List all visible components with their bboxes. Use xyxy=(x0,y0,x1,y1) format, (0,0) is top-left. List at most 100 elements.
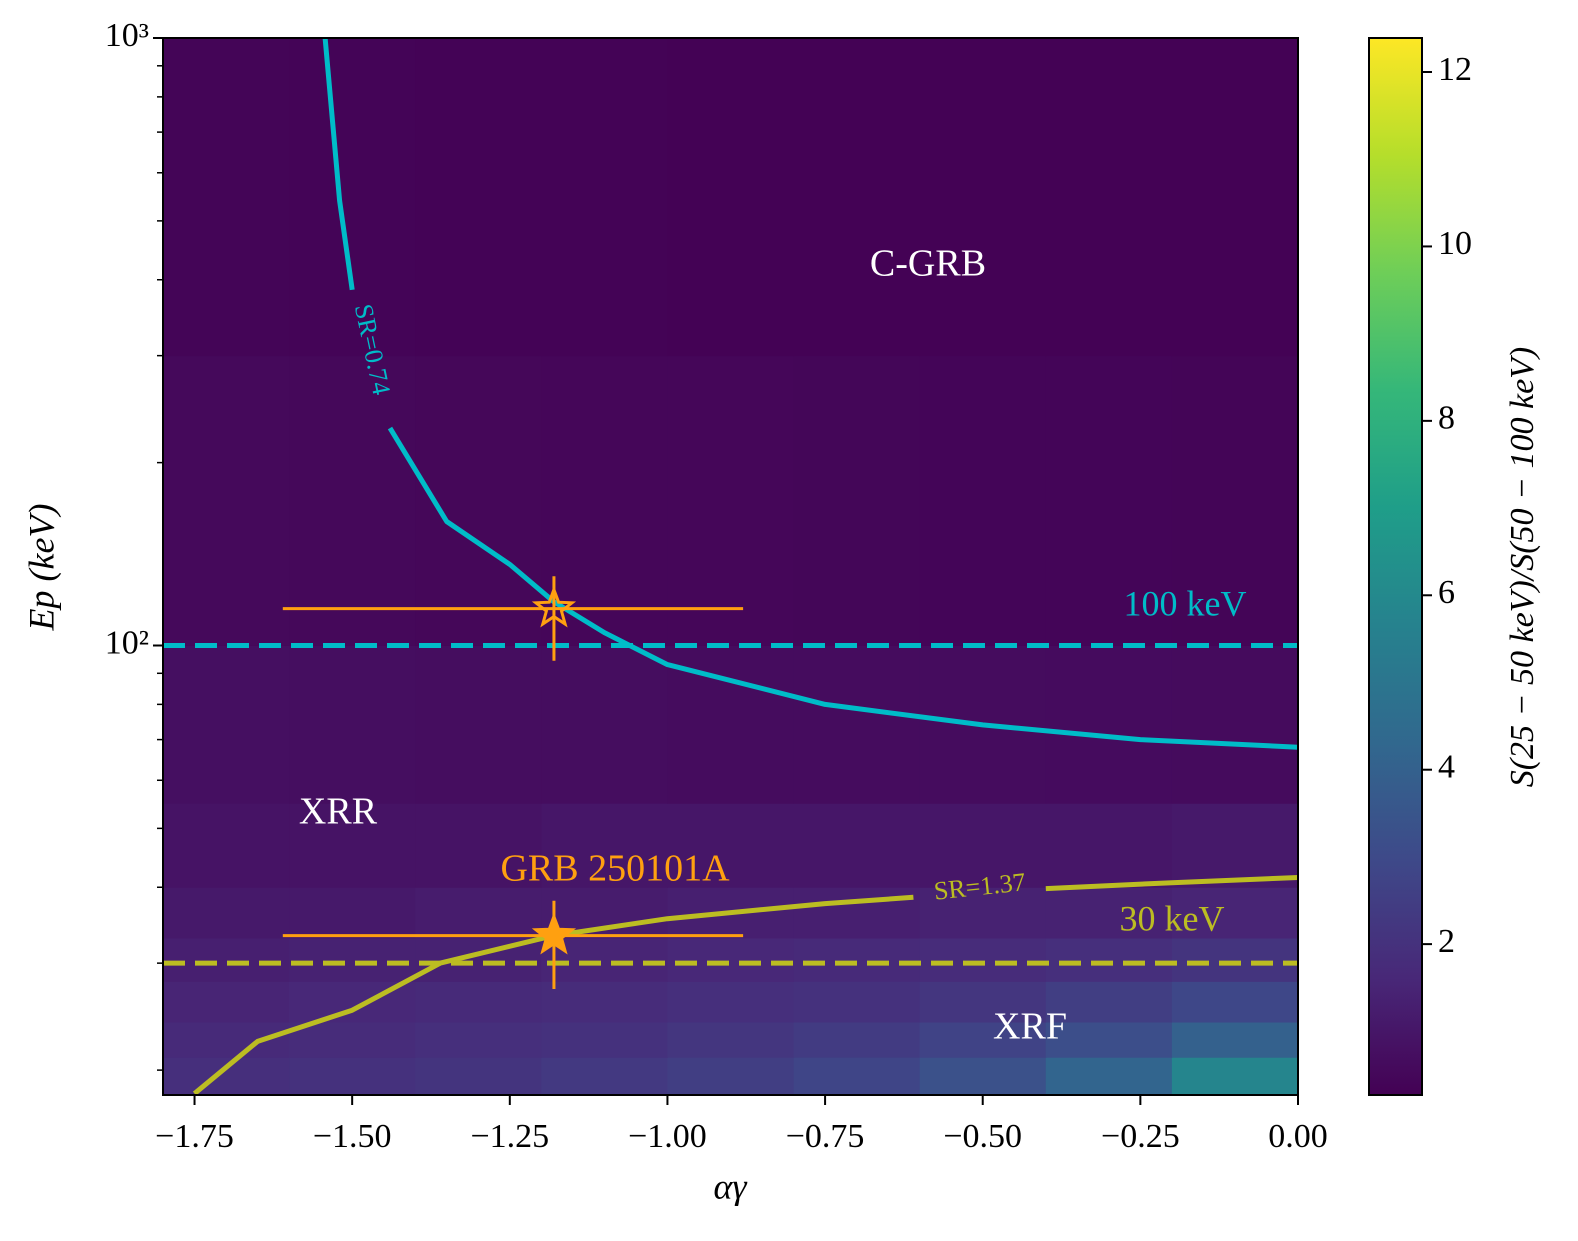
y-tick-label: 10² xyxy=(105,624,149,661)
heatmap-cell xyxy=(163,887,290,939)
heatmap-cell xyxy=(919,981,1047,1023)
heatmap-cell xyxy=(1171,1057,1298,1095)
heatmap-cell xyxy=(163,803,290,888)
heatmap-cell xyxy=(1171,355,1298,646)
heatmap-cell xyxy=(541,1022,668,1058)
heatmap-cell xyxy=(919,887,1047,939)
heatmap-cell xyxy=(163,1057,290,1095)
heatmap-cell xyxy=(667,981,795,1023)
heatmap-cell xyxy=(541,355,668,646)
heatmap-cell xyxy=(1045,937,1173,982)
x-tick-label: 0.00 xyxy=(1268,1118,1328,1155)
star-marker xyxy=(531,585,577,628)
heatmap-cell xyxy=(415,803,542,888)
heatmap-cell xyxy=(1045,1022,1173,1058)
heatmap-cell xyxy=(541,38,668,357)
heatmap-cell xyxy=(289,38,416,357)
heatmap-cell xyxy=(1045,1057,1173,1095)
colorbar-label: S(25 − 50 keV)/S(50 − 100 keV) xyxy=(1504,347,1541,788)
heatmap-cell xyxy=(667,937,795,982)
region-label: C-GRB xyxy=(870,243,986,285)
heatmap-cell xyxy=(1171,887,1298,939)
heatmap-cell xyxy=(793,645,921,804)
heatmap-cell xyxy=(919,355,1047,646)
heatmap-cell xyxy=(667,1057,795,1095)
contour-line xyxy=(322,38,1298,750)
x-tick-label: −1.25 xyxy=(470,1118,549,1155)
colorbar xyxy=(1369,38,1422,1095)
x-tick-label: −1.50 xyxy=(313,1118,392,1155)
colorbar-frame xyxy=(1368,37,1423,1096)
heatmap-cell xyxy=(541,803,668,888)
heatmap-cell xyxy=(163,981,290,1023)
x-tick-label: −0.25 xyxy=(1101,1118,1180,1155)
y-axis-label: Ep (keV) xyxy=(21,504,61,632)
heatmap-cell xyxy=(1171,645,1298,804)
heatmap-cell xyxy=(793,887,921,939)
heatmap-cell xyxy=(919,937,1047,982)
heatmap-cell xyxy=(793,981,921,1023)
heatmap-cell xyxy=(1171,803,1298,888)
heatmap-cell xyxy=(793,38,921,357)
heatmap-cell xyxy=(289,355,416,646)
heatmap-cell xyxy=(541,645,668,804)
plot-area xyxy=(163,38,1298,1095)
colorbar-tick-label: 10 xyxy=(1438,225,1472,262)
point-label: GRB 250101A xyxy=(500,848,730,890)
heatmap-cell xyxy=(163,937,290,982)
x-tick-label: −1.00 xyxy=(628,1118,707,1155)
heatmap-cell xyxy=(919,803,1047,888)
heatmap-cell xyxy=(667,355,795,646)
x-axis-label: αγ xyxy=(713,1166,747,1206)
heatmap-cell xyxy=(793,1022,921,1058)
colorbar-tick-label: 6 xyxy=(1438,574,1455,611)
contour-line xyxy=(192,875,1298,1095)
star-marker xyxy=(531,912,577,955)
heatmap-cell xyxy=(919,1057,1047,1095)
colorbar-tick-label: 4 xyxy=(1438,748,1455,785)
heatmap-cell xyxy=(667,38,795,357)
heatmap-cell xyxy=(163,38,290,357)
region-label: XRF xyxy=(993,1006,1067,1048)
plot-frame xyxy=(162,37,1299,1096)
heatmap-cell xyxy=(289,803,416,888)
x-tick-label: −1.75 xyxy=(155,1118,234,1155)
heatmap-cell xyxy=(541,1057,668,1095)
colorbar-tick-label: 12 xyxy=(1438,51,1472,88)
x-tick-label: −0.75 xyxy=(786,1118,865,1155)
heatmap-cell xyxy=(667,1022,795,1058)
heatmap-cell xyxy=(415,38,542,357)
x-tick-label: −0.50 xyxy=(943,1118,1022,1155)
heatmap-cell xyxy=(1045,803,1173,888)
colorbar-tick-label: 8 xyxy=(1438,400,1455,437)
heatmap-cell xyxy=(919,38,1047,357)
heatmap-cell xyxy=(1045,38,1173,357)
heatmap-cell xyxy=(1171,981,1298,1023)
heatmap-cell xyxy=(793,803,921,888)
reference-label: 100 keV xyxy=(1124,583,1247,623)
heatmap-cell xyxy=(163,645,290,804)
heatmap-cell xyxy=(667,803,795,888)
heatmap-cell xyxy=(919,1022,1047,1058)
region-label: XRR xyxy=(299,791,378,833)
heatmap-cell xyxy=(289,645,416,804)
heatmap-cell xyxy=(415,981,542,1023)
heatmap-cell xyxy=(793,1057,921,1095)
heatmap-cell xyxy=(541,981,668,1023)
heatmap-cell xyxy=(289,887,416,939)
heatmap-cell xyxy=(163,355,290,646)
heatmap-cell xyxy=(289,1057,416,1095)
heatmap-cell xyxy=(415,645,542,804)
reference-label: 30 keV xyxy=(1120,898,1225,938)
heatmap-cell xyxy=(415,1022,542,1058)
heatmap-cell xyxy=(415,887,542,939)
heatmap-cell xyxy=(1045,645,1173,804)
heatmap-cell xyxy=(793,937,921,982)
heatmap-cell xyxy=(415,1057,542,1095)
colorbar-tick-label: 2 xyxy=(1438,923,1455,960)
heatmap-cell xyxy=(793,355,921,646)
y-tick-label: 10³ xyxy=(105,17,149,54)
heatmap-cell xyxy=(1045,355,1173,646)
heatmap-cell xyxy=(163,1022,290,1058)
